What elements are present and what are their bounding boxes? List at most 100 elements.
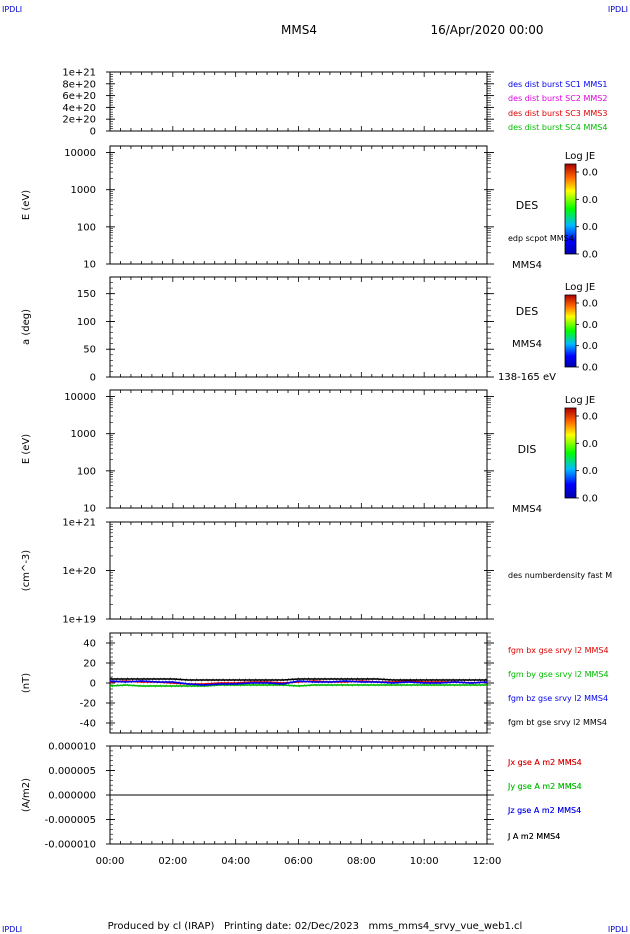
panel-current_density	[106, 745, 494, 845]
legend-label-1: Jx gse A m2 MMS4	[507, 758, 582, 767]
colorbar-title: Log JE	[565, 151, 595, 162]
panel-frame	[109, 71, 488, 132]
panel-label-2: MMS4	[512, 339, 542, 350]
legend-label-1: Jx gse A m2 MMS4	[507, 758, 582, 767]
y-tick-label: -0.000010	[45, 840, 96, 851]
y-tick-label: 40	[83, 639, 96, 650]
legend-label-2: des dist burst SC2 MMS2	[508, 94, 607, 103]
x-tick-label: 02:00	[158, 856, 187, 867]
x-tick-label: 00:00	[96, 856, 125, 867]
series-noise-black	[109, 677, 488, 682]
y-tick-label: 0.000000	[48, 791, 96, 802]
y-axis-title: a (deg)	[21, 309, 32, 345]
colorbar-tick-label: 0.0	[582, 250, 598, 261]
panel-des_pitch_angle	[106, 276, 579, 378]
legend-label-1: fgm bx gse srvy l2 MMS4	[508, 646, 609, 655]
colorbar-tick-label: 0.0	[582, 439, 598, 450]
legend-label-3: Jz gse A m2 MMS4	[507, 806, 581, 815]
y-axis-title: (cm^-3)	[21, 550, 32, 591]
y-tick-label: 10000	[64, 148, 96, 159]
legend-label-2: fgm by gse srvy l2 MMS4	[508, 670, 609, 679]
y-tick-label: 10	[83, 260, 96, 271]
y-tick-label: 1e+20	[62, 566, 96, 577]
y-axis-title: (nT)	[21, 673, 32, 693]
legend-label-3: fgm bz gse srvy l2 MMS4	[508, 694, 608, 703]
colorbar-tick-label: 0.0	[582, 363, 598, 374]
y-axis-title: (A/m2)	[21, 778, 32, 812]
panel-label-2: MMS4	[512, 504, 542, 515]
panel-number_density	[106, 521, 494, 620]
panel-frame	[109, 145, 488, 265]
legend-label-3: des dist burst SC3 MMS3	[508, 109, 607, 118]
panel-label-1: DES	[516, 305, 538, 318]
corner-label-top-left: IPDLI	[2, 5, 22, 14]
legend-label-4: J A m2 MMS4	[507, 832, 560, 841]
colorbar-tick-label: 0.0	[582, 494, 598, 505]
x-tick-label: 12:00	[473, 856, 502, 867]
x-tick-label: 08:00	[347, 856, 376, 867]
colorbar-tick-label: 0.0	[582, 195, 598, 206]
y-tick-label: 1e+21	[62, 518, 96, 529]
y-tick-label: 50	[83, 345, 96, 356]
header-spacecraft: MMS4	[281, 23, 317, 37]
y-tick-label: 20	[83, 659, 96, 670]
y-tick-label: 150	[77, 289, 96, 300]
colorbar-tick-label: 0.0	[582, 341, 598, 352]
x-tick-label: 04:00	[221, 856, 250, 867]
colorbar	[564, 294, 577, 368]
y-tick-label: 0	[90, 679, 96, 690]
panel-label-1: DIS	[518, 443, 537, 456]
panel-frame	[109, 389, 488, 509]
legend-label-2: Jy gse A m2 MMS4	[507, 782, 582, 791]
y-axis-title: E (eV)	[21, 434, 32, 464]
y-tick-label: 6e+20	[62, 91, 96, 102]
x-tick-label: 06:00	[284, 856, 313, 867]
panel-dist_burst	[106, 71, 494, 132]
y-tick-label: -0.000005	[45, 815, 96, 826]
series-line-green	[109, 684, 487, 687]
y-tick-label: 100	[77, 317, 96, 328]
legend-label-2: Jy gse A m2 MMS4	[507, 782, 582, 791]
y-tick-label: 100	[77, 222, 96, 233]
y-tick-label: 8e+20	[62, 79, 96, 90]
y-tick-label: 10000	[64, 392, 96, 403]
panel-label-2: edp scpot MMS4	[508, 234, 574, 243]
panel-des_energy	[106, 145, 579, 265]
panel-label-3: MMS4	[512, 260, 542, 271]
y-tick-label: 1e+21	[62, 68, 96, 79]
series-noise-green	[109, 683, 488, 688]
y-tick-label: 1000	[71, 429, 96, 440]
colorbar	[564, 163, 577, 255]
panel-frame	[109, 521, 488, 620]
panel-fgm	[106, 632, 494, 734]
colorbar-tick-label: 0.0	[582, 320, 598, 331]
y-tick-label: 2e+20	[62, 115, 96, 126]
legend-label-4: J A m2 MMS4	[507, 832, 560, 841]
panel-label-1: DES	[516, 199, 538, 212]
y-tick-label: -20	[80, 699, 96, 710]
y-tick-label: -40	[80, 719, 96, 730]
y-tick-label: 0.000005	[48, 766, 96, 777]
legend-label-1: des dist burst SC1 MMS1	[508, 80, 607, 89]
corner-label-top-right: IPDLI	[608, 5, 628, 14]
colorbar-tick-label: 0.0	[582, 466, 598, 477]
colorbar-title: Log JE	[565, 395, 595, 406]
header-date: 16/Apr/2020 00:00	[430, 23, 543, 37]
y-axis-title: E (eV)	[21, 190, 32, 220]
legend-label-3: Jz gse A m2 MMS4	[507, 806, 581, 815]
y-tick-label: 0	[90, 127, 96, 138]
x-tick-label: 10:00	[410, 856, 439, 867]
y-tick-label: 100	[77, 466, 96, 477]
colorbar-tick-label: 0.0	[582, 222, 598, 233]
colorbar-tick-label: 0.0	[582, 168, 598, 179]
legend-label-1: des numberdensity fast M	[508, 571, 612, 580]
y-tick-label: 4e+20	[62, 103, 96, 114]
legend-label-4: des dist burst SC4 MMS4	[508, 123, 607, 132]
panel-frame	[109, 276, 488, 378]
y-tick-label: 1e+19	[62, 615, 96, 626]
panel-dis_energy	[106, 389, 579, 509]
y-tick-label: 1000	[71, 185, 96, 196]
colorbar-tick-label: 0.0	[582, 412, 598, 423]
y-tick-label: 0	[90, 373, 96, 384]
